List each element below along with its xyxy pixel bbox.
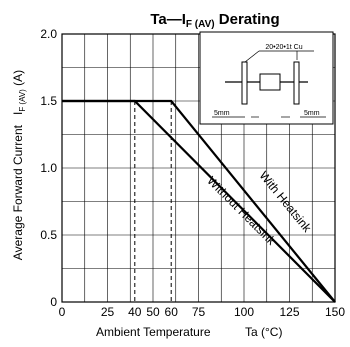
plate-label-leader <box>244 50 260 63</box>
y-tick-label-0.5: 0.5 <box>40 228 57 242</box>
title-main: Ta—I <box>150 11 186 28</box>
y-axis-label-var: I <box>11 112 25 115</box>
inset-lead-right-label: 5mm <box>304 110 320 117</box>
diode-body <box>259 73 281 91</box>
x-tick-label-100: 100 <box>234 305 254 319</box>
series-line-without-heatsink <box>62 99 336 303</box>
y-axis-label-main: Average Forward Current <box>11 124 25 260</box>
heatsink-plate-right <box>293 61 300 105</box>
chart-title: Ta—IF (AV) Derating <box>150 11 279 30</box>
x-tick-label-75: 75 <box>192 305 206 319</box>
heatsink-inset: 20•20•1t Cu 5mm 5mm <box>199 31 334 125</box>
x-tick-label-150: 150 <box>325 305 345 319</box>
x-tick-label-125: 125 <box>279 305 299 319</box>
tick-labels: 0 25 40 50 60 75 100 125 150 0 0.5 1.0 1.5 2.0 <box>40 27 345 319</box>
x-axis-label-var: Ta (°C) <box>245 325 282 339</box>
plot-frame <box>61 33 336 303</box>
inset-plate-label: 20•20•1t Cu <box>265 44 302 51</box>
y-tick-label-1.5: 1.5 <box>40 94 57 108</box>
x-tick-label-40: 40 <box>128 305 142 319</box>
x-tick-label-25: 25 <box>101 305 115 319</box>
y-axis-label: Average Forward Current IF (AV) (A) <box>11 70 27 260</box>
x-tick-label-60: 60 <box>165 305 179 319</box>
y-tick-label-2.0: 2.0 <box>40 27 57 41</box>
x-tick-label-50: 50 <box>146 305 160 319</box>
title-subscript: F (AV) <box>186 19 215 30</box>
x-axis-label-main: Ambient Temperature <box>96 325 211 339</box>
y-tick-label-1.0: 1.0 <box>40 161 57 175</box>
heatsink-plate-left <box>241 61 248 105</box>
x-tick-label-0: 0 <box>59 305 66 319</box>
y-tick-label-0: 0 <box>50 295 57 309</box>
y-axis-label-unit: (A) <box>11 70 25 89</box>
inset-lead-left-label: 5mm <box>214 110 230 117</box>
y-axis-label-sub: F (AV) <box>18 89 27 112</box>
guide-lines <box>134 101 172 302</box>
title-suffix: Derating <box>215 11 280 28</box>
